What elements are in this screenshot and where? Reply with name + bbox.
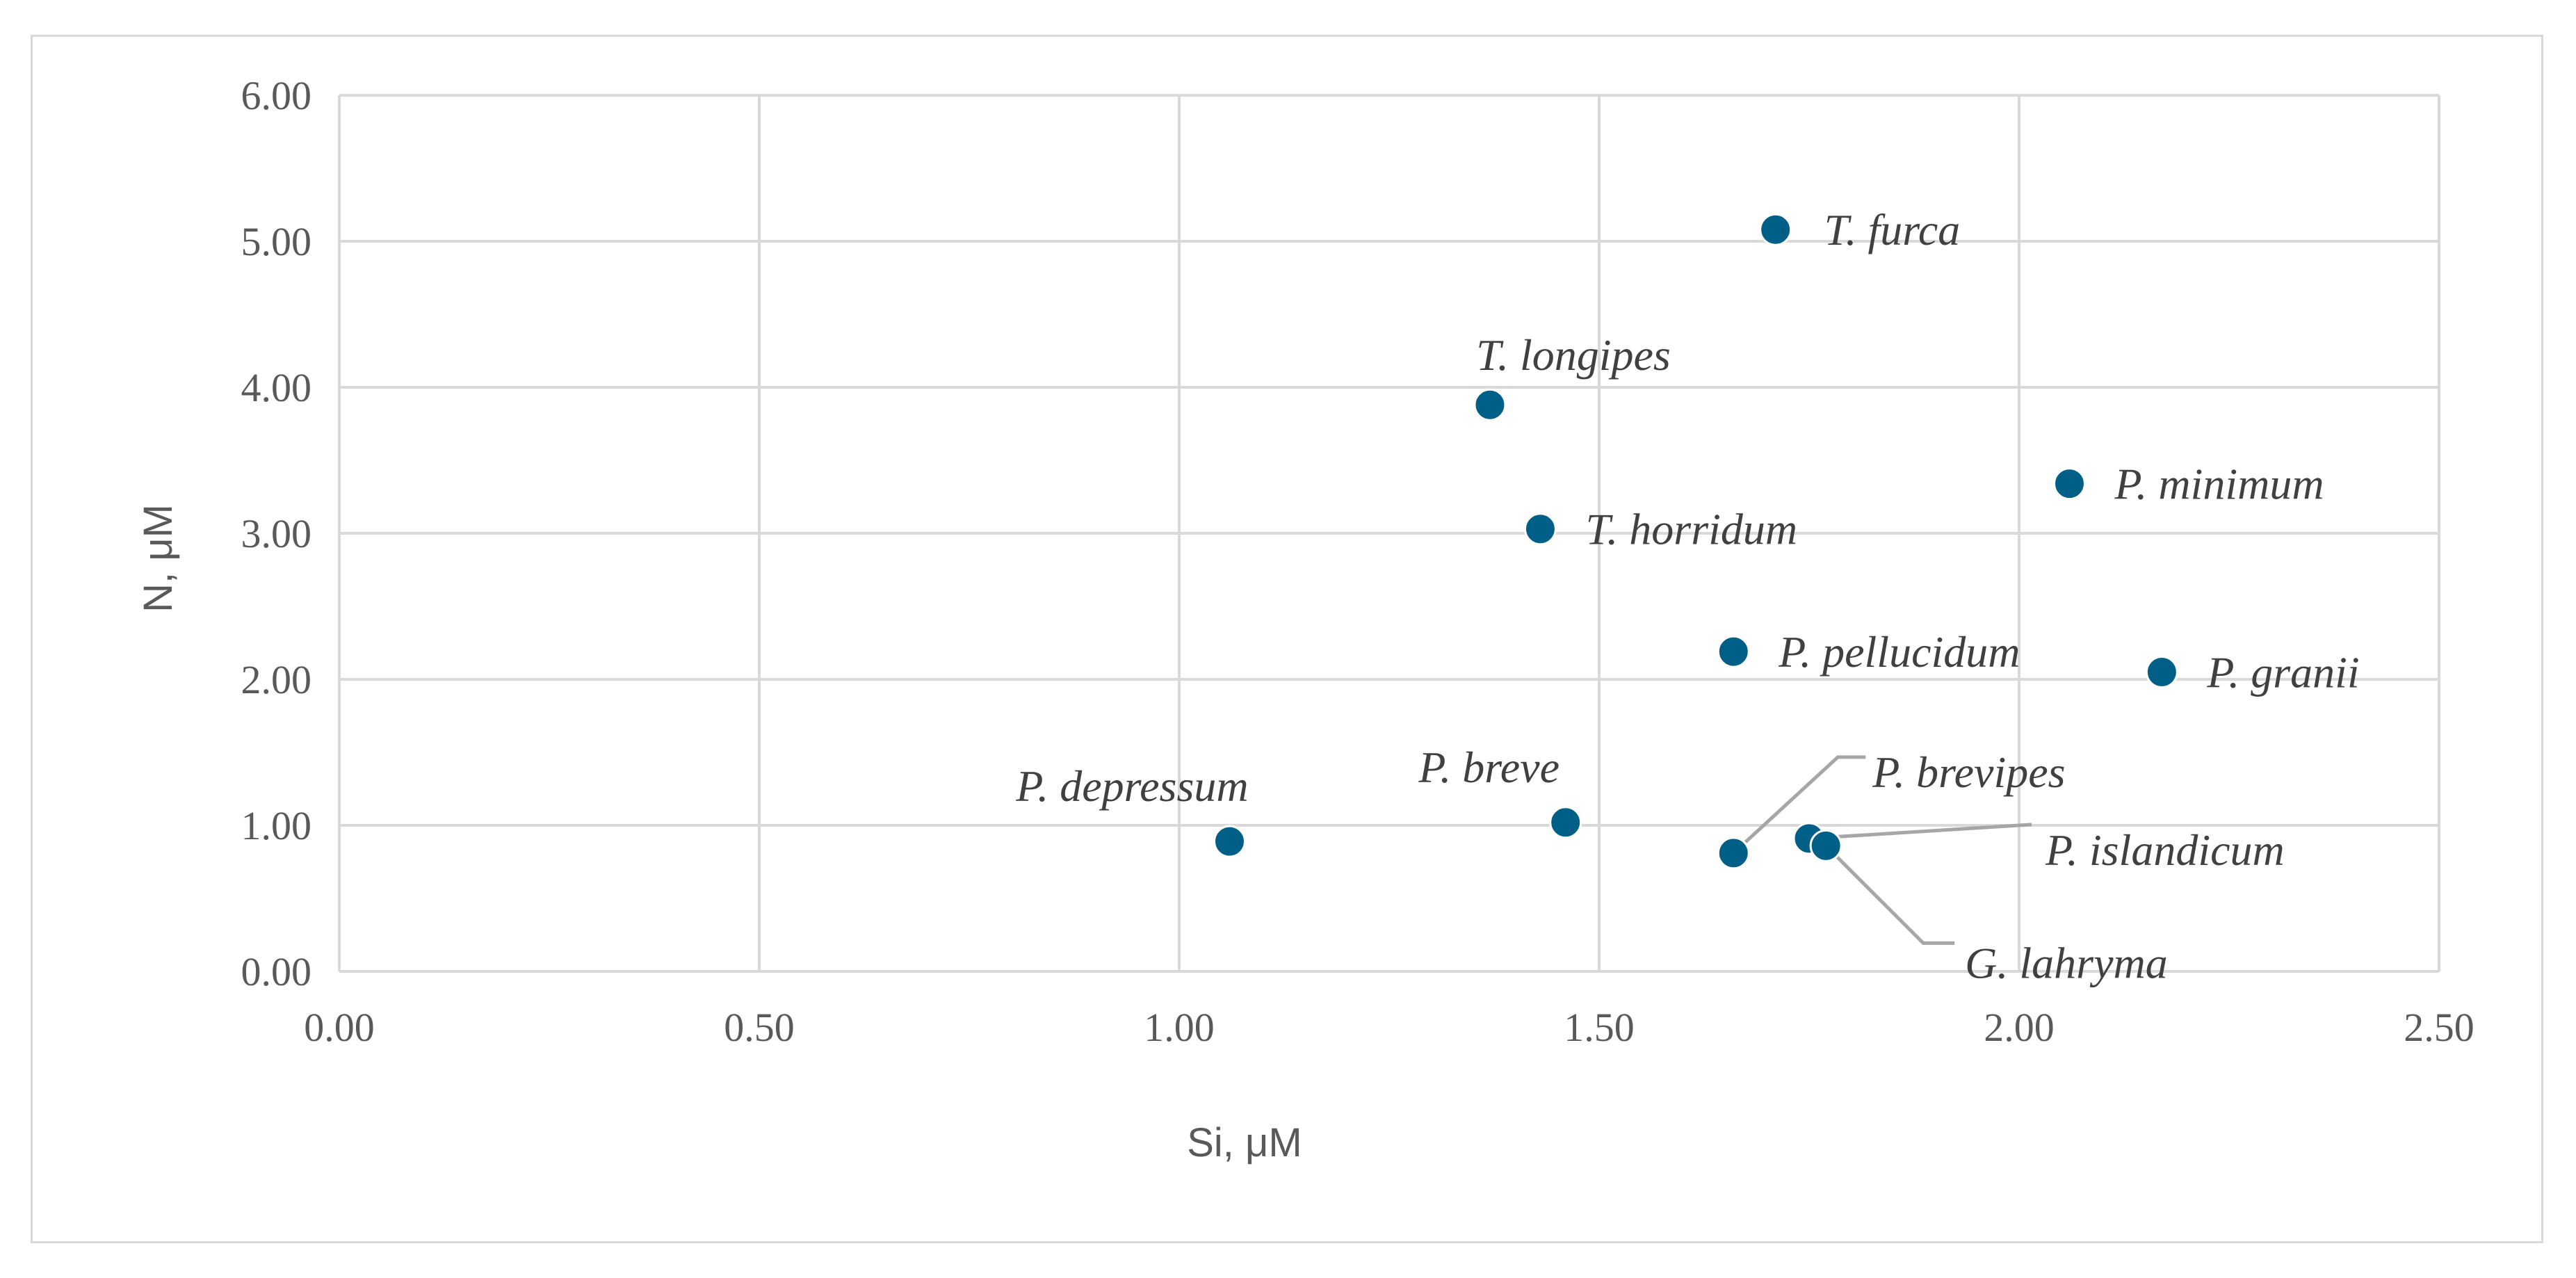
y-tick-label: 2.00 (241, 657, 312, 702)
data-point (1759, 213, 1792, 246)
x-tick-label: 0.50 (724, 1005, 795, 1050)
label-leader-line (1732, 755, 1866, 855)
data-point (2052, 467, 2086, 501)
point-label: T. longipes (1476, 330, 1671, 380)
data-point (1549, 806, 1582, 839)
data-point (1473, 388, 1507, 421)
x-tick-label: 2.00 (1984, 1005, 2055, 1050)
data-point (1213, 825, 1246, 858)
point-label: P. depressum (1015, 761, 1248, 811)
label-leader-line (1808, 823, 2032, 841)
data-point (1523, 512, 1557, 546)
data-point (1717, 836, 1750, 870)
chart-frame: T. furca T. longipes T. horridum P. minimum… (31, 35, 2543, 1243)
x-tick-label: 2.50 (2404, 1005, 2474, 1050)
point-label: P. breve (1418, 743, 1560, 792)
y-axis-title: N, μM (136, 504, 181, 613)
y-tick-label: 3.00 (241, 511, 312, 556)
y-tick-label: 6.00 (241, 73, 312, 118)
y-tick-label: 5.00 (241, 219, 312, 264)
y-tick-label: 0.00 (241, 949, 312, 994)
point-label: G. lahryma (1965, 938, 2168, 987)
point-label: T. furca (1824, 205, 1961, 254)
x-tick-label: 1.00 (1144, 1005, 1215, 1050)
point-label: P. brevipes (1872, 747, 2065, 797)
label-leader-line (1824, 844, 1955, 945)
point-label: P. pellucidum (1778, 627, 2020, 677)
data-point (1809, 829, 1842, 862)
point-label: T. horridum (1585, 505, 1797, 554)
y-tick-label: 1.00 (241, 803, 312, 848)
point-label: P. granii (2206, 648, 2359, 697)
x-tick-label: 0.00 (304, 1005, 375, 1050)
x-tick-label: 1.50 (1564, 1005, 1635, 1050)
data-point (1717, 635, 1750, 668)
point-label: P. islandicum (2045, 825, 2285, 875)
x-axis-title: Si, μM (1187, 1120, 1302, 1165)
scatter-chart: T. furca T. longipes T. horridum P. minimum… (136, 73, 2474, 1165)
data-point (2145, 656, 2178, 688)
y-tick-label: 4.00 (241, 365, 312, 410)
point-label: P. minimum (2114, 460, 2324, 509)
